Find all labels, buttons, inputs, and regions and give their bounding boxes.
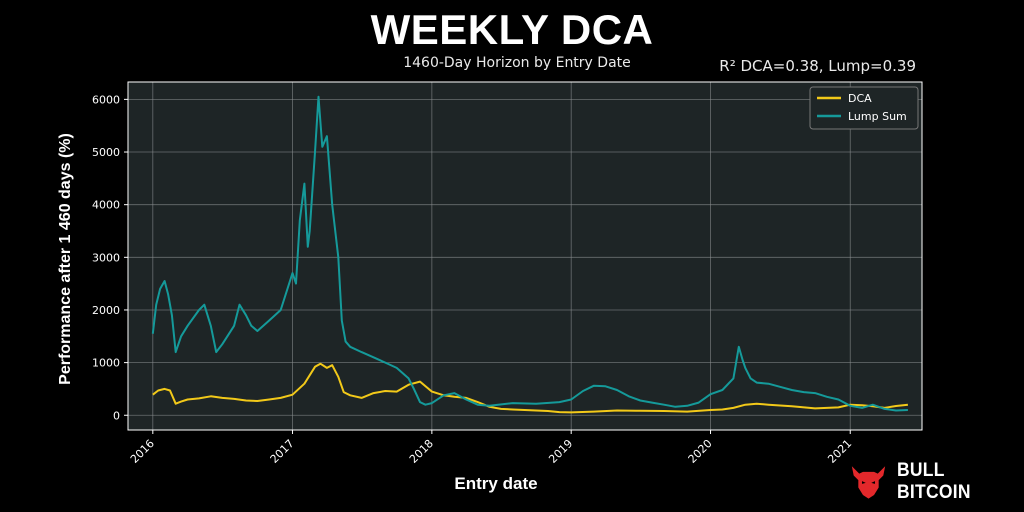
grid-lines <box>128 82 922 430</box>
plot-area <box>128 82 922 430</box>
plot-frame <box>127 81 923 431</box>
r-squared-note: R² DCA=0.38, Lump=0.39 <box>719 57 916 75</box>
legend-label-lump-sum: Lump Sum <box>848 110 907 123</box>
x-tick-label: 2020 <box>686 437 715 466</box>
brand-name: BULL BITCOIN <box>897 460 971 503</box>
brand-logo: BULL BITCOIN <box>850 460 1024 504</box>
y-tick-label: 3000 <box>92 251 120 264</box>
chart-subtitle: 1460-Day Horizon by Entry Date <box>403 55 631 71</box>
x-tick-label: 2018 <box>407 437 436 466</box>
bull-head-icon <box>851 466 886 499</box>
chart-title: WEEKLY DCA <box>370 6 654 53</box>
series-line-lump-sum <box>151 95 908 412</box>
x-tick-label: 2016 <box>128 437 157 466</box>
y-tick-label: 5000 <box>92 146 120 159</box>
series-layer <box>151 95 909 414</box>
y-tick-label: 0 <box>113 409 120 422</box>
y-tick-label: 4000 <box>92 199 120 212</box>
x-axis-label: Entry date <box>454 474 538 493</box>
y-tick-label: 1000 <box>92 357 120 370</box>
legend: DCA Lump Sum <box>809 86 919 130</box>
x-tick-label: 2017 <box>268 437 297 466</box>
legend-label-dca: DCA <box>848 92 872 105</box>
x-tick-label: 2019 <box>546 437 575 466</box>
y-tick-label: 2000 <box>92 304 120 317</box>
y-tick-label: 6000 <box>92 93 120 106</box>
